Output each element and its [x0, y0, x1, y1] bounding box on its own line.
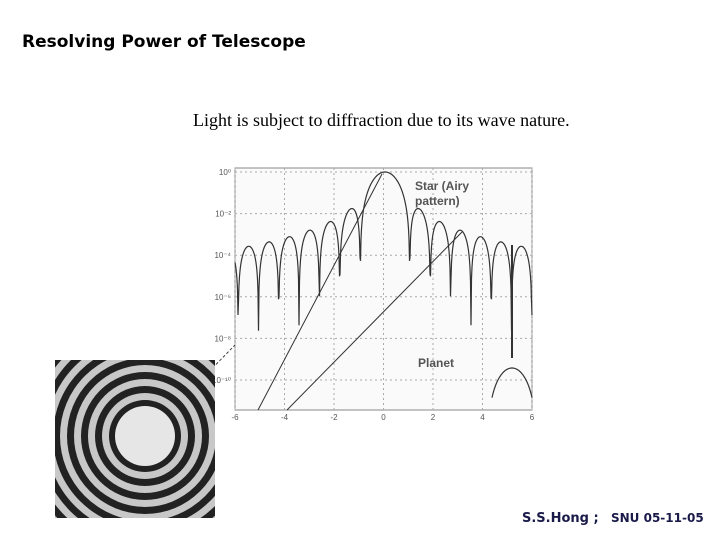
- x-tick-label: -6: [231, 413, 239, 422]
- y-tick-label: 10⁻⁴: [214, 251, 231, 260]
- y-tick-label: 10⁻¹⁰: [212, 376, 231, 385]
- arrow: [257, 173, 383, 411]
- author: S.S.Hong ;: [522, 511, 599, 526]
- star-curve: [234, 171, 533, 331]
- planet-curve: [491, 367, 533, 398]
- subtitle: Light is subject to diffraction due to i…: [193, 110, 570, 130]
- x-tick-label: 2: [431, 413, 436, 422]
- ring-core: [115, 406, 175, 466]
- y-tick-label: 10⁻²: [215, 210, 231, 219]
- y-tick-label: 10⁰: [219, 168, 231, 177]
- x-tick-label: -2: [330, 413, 338, 422]
- star-label: Star (Airy: [415, 179, 469, 193]
- arrow: [286, 231, 463, 411]
- y-tick-label: 10⁻⁸: [215, 334, 232, 343]
- y-tick-label: 10⁻⁶: [215, 293, 231, 302]
- date: SNU 05-11-05: [611, 511, 704, 525]
- title: Resolving Power of Telescope: [22, 32, 306, 52]
- x-tick-label: 4: [480, 413, 485, 422]
- x-tick-label: 0: [381, 413, 386, 422]
- x-tick-label: 6: [530, 413, 535, 422]
- airy-rings-image: [55, 360, 215, 518]
- x-tick-label: -4: [281, 413, 289, 422]
- planet-label: Planet: [418, 356, 454, 370]
- figure: -6 -4 -2 0 2 4 6 10⁰ 10⁻² 10⁻⁴ 10⁻⁶ 10⁻⁸ 10⁻¹⁰ Star (…: [145, 167, 535, 437]
- star-label: pattern): [415, 194, 460, 208]
